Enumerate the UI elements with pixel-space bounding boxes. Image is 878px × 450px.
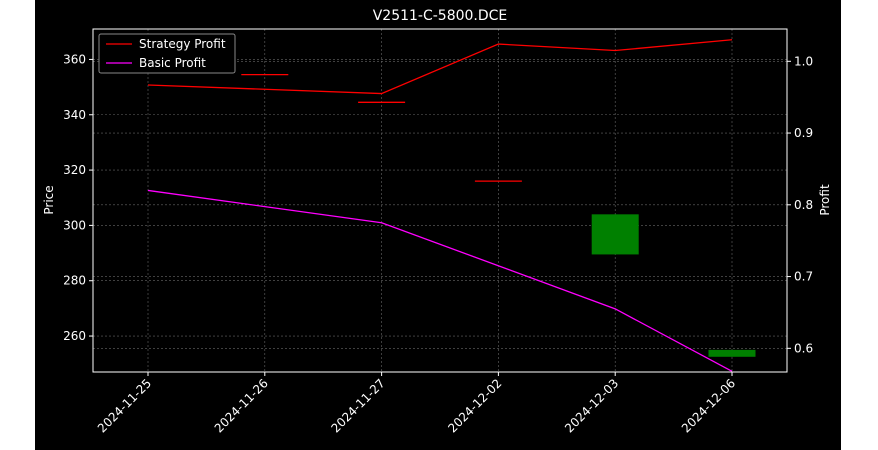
candle-2024-12-03	[591, 214, 639, 255]
tick-label-right-0.8: 0.8	[794, 198, 813, 212]
line-basic-profit	[147, 189, 733, 372]
tick-label-x-2024-12-02: 2024-12-02	[445, 376, 504, 435]
tick-label-right-0.7: 0.7	[794, 270, 813, 284]
y-axis-left-label: Price	[42, 185, 56, 214]
line-strategy-profit	[147, 39, 733, 95]
tick-label-right-0.6: 0.6	[794, 341, 813, 355]
right-axis-ticks: 0.6 0.7 0.8 0.9 1.0	[787, 54, 813, 355]
tick-label-x-2024-11-26: 2024-11-26	[212, 376, 271, 435]
legend-label-strategy-profit: Strategy Profit	[139, 37, 226, 51]
tick-label-left-280: 280	[63, 274, 86, 288]
grid-lines	[93, 29, 787, 372]
plot-frame	[92, 28, 788, 373]
tick-label-x-2024-12-06: 2024-12-06	[679, 376, 738, 435]
chart-title: V2511-C-5800.DCE	[373, 8, 508, 24]
candle-2024-12-06	[708, 349, 756, 357]
legend-box	[98, 33, 236, 74]
tick-label-left-300: 300	[63, 218, 86, 232]
legend-label-basic-profit: Basic Profit	[139, 56, 206, 70]
tick-label-left-360: 360	[63, 52, 86, 66]
tick-label-x-2024-11-25: 2024-11-25	[95, 376, 154, 435]
candles	[241, 73, 756, 357]
tick-label-x-2024-12-03: 2024-12-03	[562, 376, 621, 435]
x-axis-ticks: 2024-11-25 2024-11-26 2024-11-27 2024-12-02…	[95, 372, 738, 435]
tick-label-left-260: 260	[63, 329, 86, 343]
tick-label-right-1: 1.0	[794, 54, 813, 68]
tick-label-left-340: 340	[63, 108, 86, 122]
chart-figure: V2511-C-5800.DCE 260 280 300 320 340 360 0.6 0…	[35, 0, 841, 450]
legend: Strategy Profit Basic Profit	[98, 33, 236, 74]
tick-label-right-0.9: 0.9	[794, 126, 813, 140]
profit-lines	[147, 39, 733, 372]
tick-label-left-320: 320	[63, 163, 86, 177]
y-axis-right-label: Profit	[818, 184, 832, 216]
left-axis-ticks: 260 280 300 320 340 360	[63, 52, 93, 343]
tick-label-x-2024-11-27: 2024-11-27	[329, 376, 388, 435]
